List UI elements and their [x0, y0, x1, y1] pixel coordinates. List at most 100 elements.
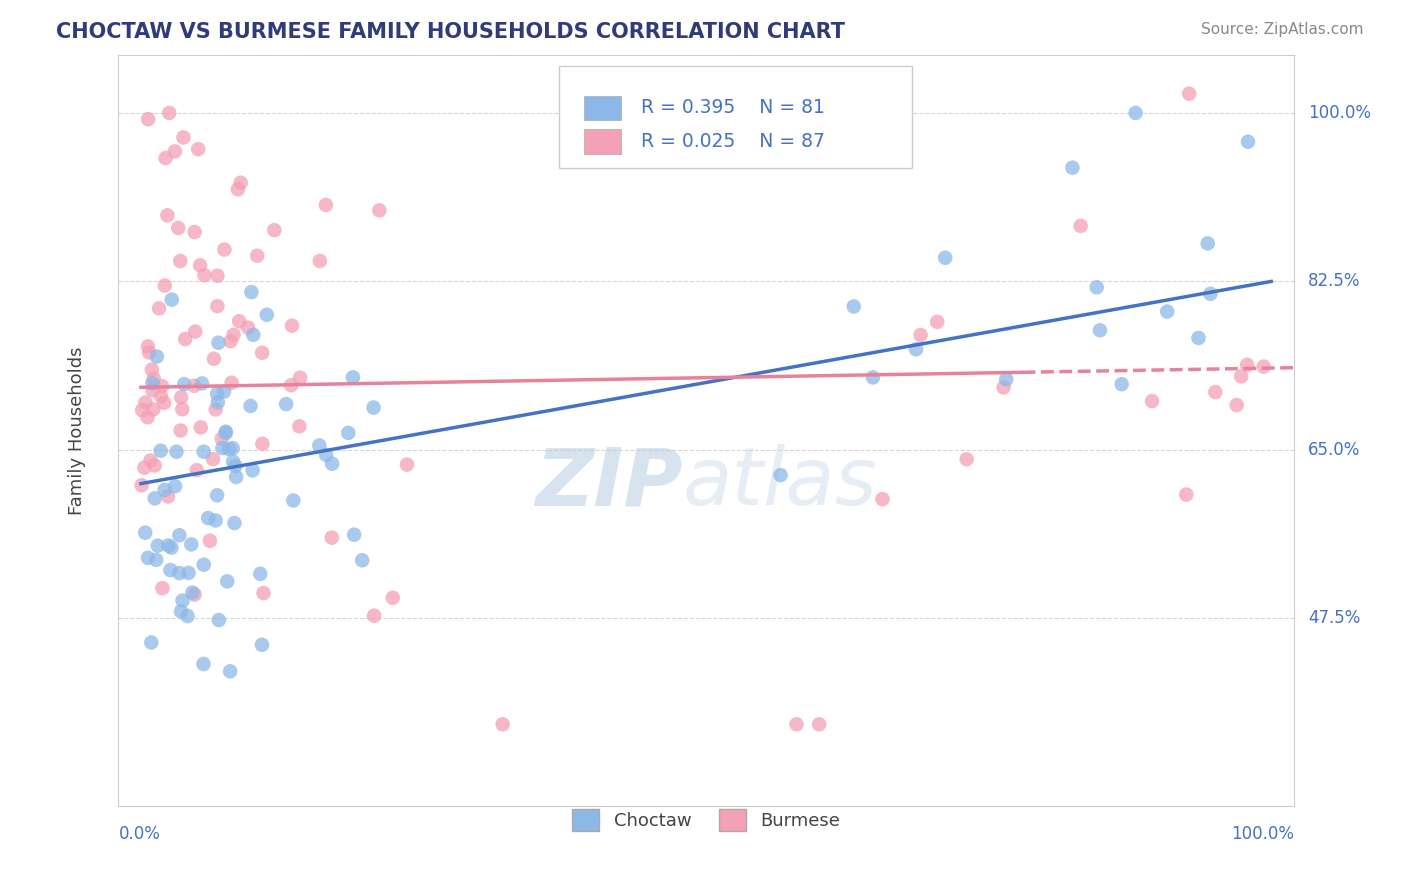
Point [207, 395, 229, 409]
Point [219, 665, 242, 679]
Point [207, 268, 229, 283]
Point [1226, 398, 1249, 412]
Point [263, 223, 285, 237]
Point [910, 328, 932, 343]
Point [181, 585, 204, 599]
Text: Family Households: Family Households [69, 346, 86, 515]
Point [215, 425, 238, 439]
Point [217, 574, 239, 589]
Point [242, 327, 264, 342]
Point [956, 452, 979, 467]
Point [153, 396, 176, 410]
Point [288, 419, 311, 434]
Point [769, 468, 792, 483]
Point [308, 438, 330, 452]
Point [1156, 304, 1178, 318]
Point [172, 593, 194, 607]
Point [190, 420, 212, 434]
Point [224, 458, 246, 473]
Point [193, 558, 215, 572]
Point [176, 609, 198, 624]
Point [170, 391, 193, 405]
Point [155, 151, 177, 165]
Point [222, 327, 245, 342]
Point [141, 376, 163, 391]
Point [786, 717, 808, 731]
Point [1085, 280, 1108, 294]
Point [315, 448, 337, 462]
Point [221, 376, 243, 390]
Point [169, 424, 191, 438]
Point [146, 350, 169, 364]
Point [205, 386, 228, 401]
Point [905, 343, 928, 357]
Point [208, 613, 231, 627]
Text: atlas: atlas [682, 444, 877, 522]
Text: 100.0%: 100.0% [1230, 825, 1294, 843]
Point [193, 444, 215, 458]
Point [321, 531, 343, 545]
Point [927, 315, 949, 329]
Point [321, 457, 343, 471]
Point [141, 362, 163, 376]
Point [236, 320, 259, 334]
Point [276, 397, 298, 411]
Point [167, 221, 190, 235]
Point [204, 513, 226, 527]
Point [281, 318, 304, 333]
Text: 100.0%: 100.0% [1308, 103, 1371, 122]
Point [995, 372, 1018, 386]
Text: R = 0.395    N = 81: R = 0.395 N = 81 [641, 98, 825, 117]
Point [1187, 331, 1209, 345]
Point [207, 335, 229, 350]
Point [1237, 135, 1260, 149]
FancyBboxPatch shape [583, 95, 621, 120]
Point [219, 334, 242, 348]
Point [159, 563, 181, 577]
Point [191, 376, 214, 391]
Point [1175, 487, 1198, 501]
Point [242, 463, 264, 477]
Point [288, 371, 311, 385]
Point [165, 479, 187, 493]
Point [180, 537, 202, 551]
Point [337, 425, 360, 440]
Point [368, 203, 391, 218]
Point [492, 717, 515, 731]
Point [150, 379, 173, 393]
Point [1253, 359, 1275, 374]
Point [166, 444, 188, 458]
Point [204, 402, 226, 417]
Point [250, 638, 273, 652]
Point [157, 106, 180, 120]
Point [1197, 236, 1219, 251]
Point [157, 539, 180, 553]
Text: Source: ZipAtlas.com: Source: ZipAtlas.com [1201, 22, 1364, 37]
Point [218, 442, 240, 457]
Point [202, 351, 225, 366]
Point [226, 182, 249, 196]
Text: R = 0.025    N = 87: R = 0.025 N = 87 [641, 132, 825, 151]
Point [214, 425, 236, 440]
Point [169, 254, 191, 268]
Point [141, 635, 163, 649]
Point [363, 608, 385, 623]
Point [183, 588, 205, 602]
Point [308, 254, 330, 268]
Point [186, 463, 208, 477]
Point [174, 332, 197, 346]
Point [141, 383, 163, 397]
Point [193, 657, 215, 671]
Point [177, 566, 200, 580]
Point [842, 300, 865, 314]
Point [150, 389, 173, 403]
Point [211, 432, 233, 446]
Point [211, 441, 233, 455]
Point [198, 533, 221, 548]
Point [169, 528, 191, 542]
Point [240, 285, 263, 299]
Point [1088, 323, 1111, 337]
Point [862, 370, 884, 384]
Point [160, 541, 183, 555]
Point [134, 460, 156, 475]
